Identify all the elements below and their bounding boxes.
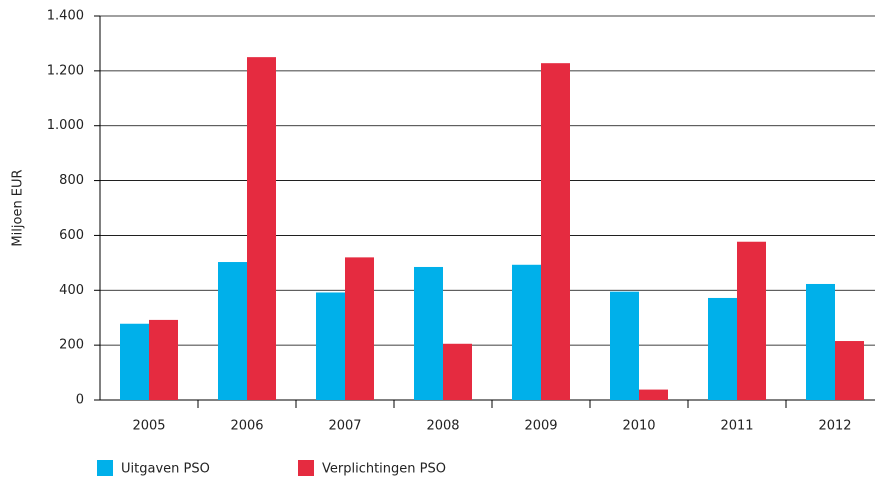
- bar: [541, 63, 570, 400]
- bar: [247, 57, 276, 401]
- legend-swatch: [97, 460, 113, 476]
- bar: [737, 241, 766, 400]
- bar: [218, 262, 247, 400]
- bar: [806, 283, 835, 400]
- bar: [414, 266, 443, 400]
- y-tick-label: 200: [59, 338, 84, 353]
- x-tick-label: 2006: [230, 419, 263, 434]
- bar: [149, 319, 178, 400]
- legend-label: Uitgaven PSO: [121, 462, 210, 477]
- bar: [835, 341, 864, 400]
- y-tick-label: 1.000: [47, 118, 84, 133]
- x-tick-label: 2005: [132, 419, 165, 434]
- x-tick-label: 2009: [524, 419, 557, 434]
- y-tick-label: 1.200: [47, 63, 84, 78]
- bar: [443, 343, 472, 400]
- y-tick-label: 400: [59, 283, 84, 298]
- bar: [316, 292, 345, 400]
- bar: [610, 291, 639, 400]
- y-tick-label: 1.400: [47, 9, 84, 24]
- x-tick-label: 2010: [622, 419, 655, 434]
- bar: [345, 257, 374, 400]
- y-tick-label: 800: [59, 173, 84, 188]
- x-tick-label: 2012: [818, 419, 851, 434]
- legend-swatch: [298, 460, 314, 476]
- x-tick-label: 2007: [328, 419, 361, 434]
- y-tick-label: 600: [59, 228, 84, 243]
- bar: [639, 389, 668, 400]
- x-tick-label: 2011: [720, 419, 753, 434]
- x-tick-label: 2008: [426, 419, 459, 434]
- legend-label: Verplichtingen PSO: [322, 462, 446, 477]
- y-axis-title: Miljoen EUR: [11, 169, 26, 246]
- y-tick-label: 0: [76, 393, 84, 408]
- bar: [708, 297, 737, 400]
- bar: [512, 264, 541, 400]
- bar: [120, 323, 149, 400]
